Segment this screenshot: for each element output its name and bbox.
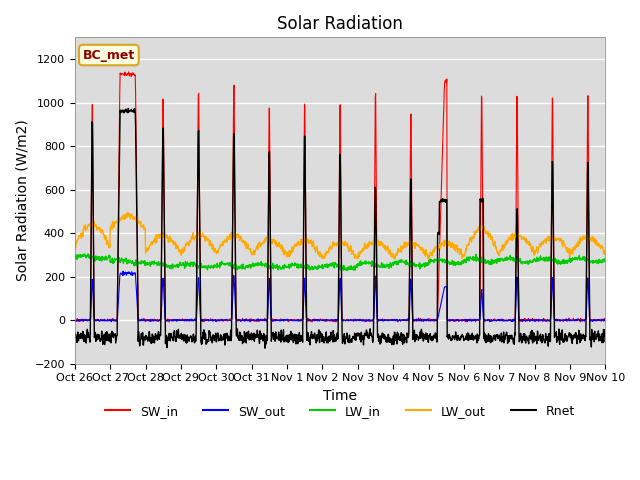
Rnet: [177, 334, 184, 340]
LW_out: [189, 230, 197, 236]
LW_out: [492, 244, 500, 250]
Title: Solar Radiation: Solar Radiation: [277, 15, 403, 33]
LW_out: [602, 249, 609, 255]
LW_out: [71, 243, 79, 249]
SW_in: [423, 317, 431, 323]
LW_in: [249, 262, 257, 267]
Rnet: [492, 332, 500, 338]
Rnet: [249, 331, 257, 337]
SW_out: [108, 319, 115, 324]
Legend: SW_in, SW_out, LW_in, LW_out, Rnet: SW_in, SW_out, LW_in, LW_out, Rnet: [100, 400, 580, 423]
LW_in: [423, 263, 431, 268]
SW_in: [177, 317, 184, 323]
SW_in: [249, 317, 257, 323]
SW_in: [71, 318, 79, 324]
LW_in: [492, 256, 500, 262]
LW_out: [177, 250, 184, 255]
LW_out: [124, 209, 132, 215]
SW_in: [602, 316, 609, 322]
Rnet: [189, 332, 197, 338]
Text: BC_met: BC_met: [83, 48, 135, 61]
Rnet: [540, 334, 547, 340]
SW_in: [540, 318, 547, 324]
LW_in: [540, 256, 547, 262]
LW_out: [249, 250, 257, 255]
SW_in: [165, 319, 173, 325]
SW_out: [540, 317, 547, 323]
Line: Rnet: Rnet: [75, 108, 605, 348]
LW_in: [81, 251, 88, 257]
SW_in: [189, 317, 197, 323]
LW_in: [71, 255, 79, 261]
LW_in: [340, 267, 348, 273]
SW_out: [423, 317, 431, 323]
SW_in: [125, 69, 132, 75]
SW_out: [119, 268, 127, 274]
LW_out: [422, 252, 430, 257]
Line: LW_out: LW_out: [75, 212, 605, 259]
LW_in: [189, 264, 197, 269]
Line: SW_in: SW_in: [75, 72, 605, 322]
SW_out: [177, 318, 184, 324]
Y-axis label: Solar Radiation (W/m2): Solar Radiation (W/m2): [15, 120, 29, 281]
LW_out: [540, 240, 547, 246]
LW_out: [424, 256, 432, 262]
LW_in: [177, 259, 184, 265]
SW_out: [249, 317, 257, 323]
SW_out: [71, 318, 79, 324]
SW_out: [189, 318, 197, 324]
Rnet: [602, 338, 609, 344]
X-axis label: Time: Time: [323, 389, 357, 403]
Rnet: [423, 331, 431, 336]
Rnet: [71, 331, 79, 337]
Rnet: [131, 106, 138, 111]
Rnet: [261, 345, 269, 351]
LW_in: [602, 259, 609, 265]
Line: LW_in: LW_in: [75, 254, 605, 270]
SW_in: [492, 318, 500, 324]
SW_out: [602, 316, 609, 322]
SW_out: [492, 318, 500, 324]
Line: SW_out: SW_out: [75, 271, 605, 322]
